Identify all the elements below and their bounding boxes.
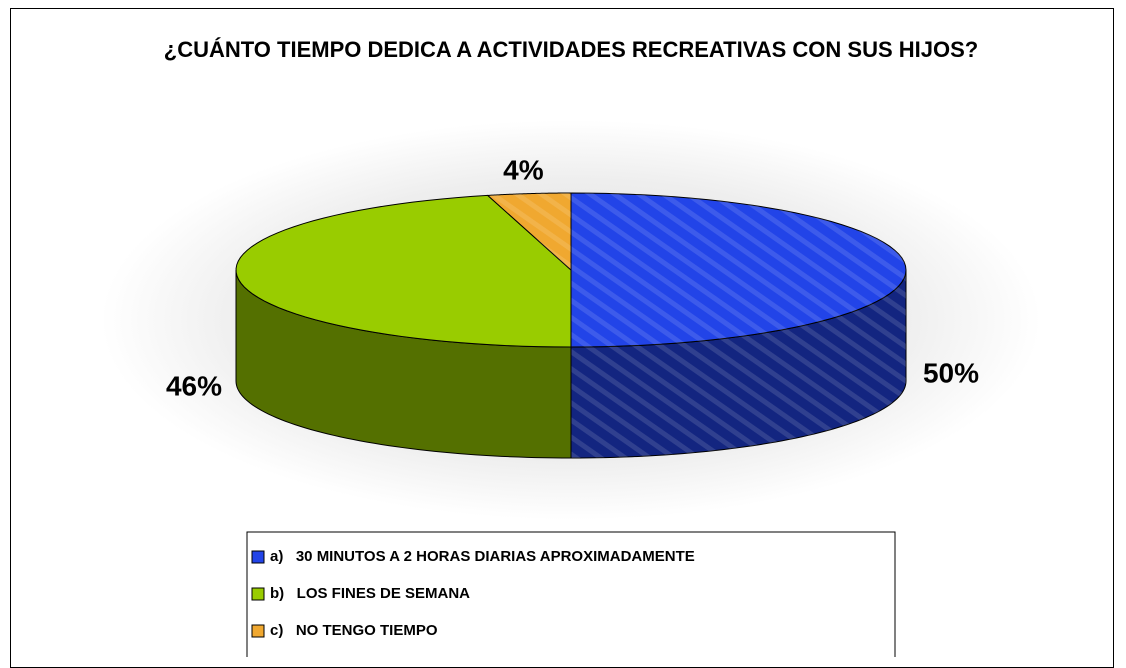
legend-swatch	[251, 624, 265, 638]
legend-swatch	[251, 550, 265, 564]
pie-slice-texture	[487, 193, 571, 270]
legend-label: a) 30 MINUTOS A 2 HORAS DIARIAS APROXIMA…	[270, 548, 695, 565]
data-label: 46%	[166, 371, 222, 402]
data-label: 4%	[503, 154, 544, 185]
legend-box	[246, 531, 896, 657]
pie-slice-texture	[571, 193, 906, 347]
chart-title: ¿CUÁNTO TIEMPO DEDICA A ACTIVIDADES RECR…	[163, 37, 979, 62]
pie-side-texture	[571, 270, 906, 458]
legend-swatch	[251, 587, 265, 601]
data-label: 50%	[923, 357, 979, 388]
pie-slice	[235, 194, 572, 348]
legend-label: b) LOS FINES DE SEMANA	[270, 585, 470, 602]
legend-label: c) NO TENGO TIEMPO	[270, 622, 438, 639]
